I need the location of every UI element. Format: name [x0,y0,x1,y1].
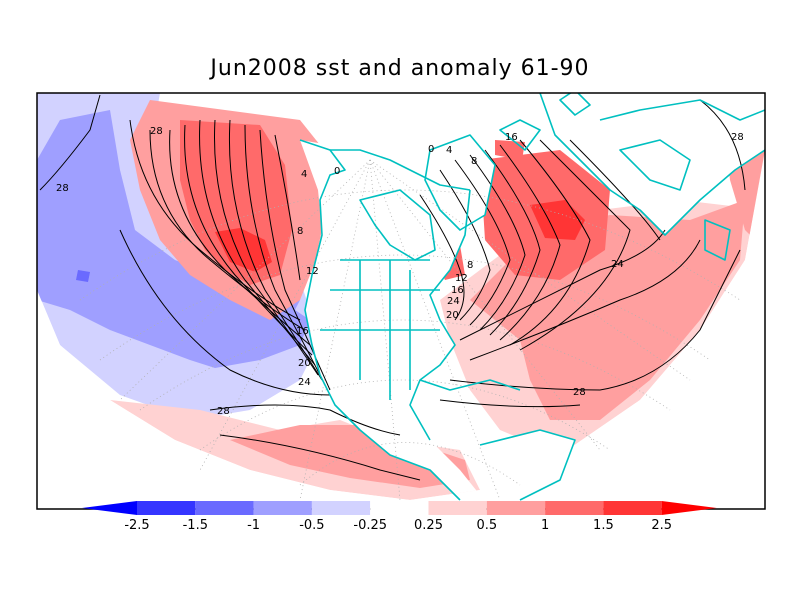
contour-label: 16 [505,132,518,143]
colorbar-box [603,501,662,515]
colorbar-box [370,501,429,515]
contour-label: 28 [150,126,163,137]
contour-label: 12 [306,266,319,277]
colorbar-box [428,501,487,515]
contour-label: 28 [731,132,744,143]
colorbar-box [311,501,371,515]
colorbar-box [137,501,196,515]
colorbar-tick-label: 1.5 [593,518,614,533]
colorbar-tick-label: -1.5 [183,518,208,533]
graticule [79,159,741,501]
colorbar-tick-label: 1 [541,518,549,533]
contour-label: 8 [471,156,477,167]
colorbar-tick-label: -2.5 [124,518,149,533]
contour-label: 20 [298,358,311,369]
colorbar-tick-label: -0.5 [299,518,324,533]
contour-label: 24 [611,259,624,270]
colorbar-tick-label: -1 [247,518,260,533]
colorbar-arrow-right [661,501,717,515]
contour-label: 8 [467,260,473,271]
contour-label: 16 [451,285,464,296]
colorbar-tick-label: 2.5 [651,518,672,533]
coastlines [299,93,765,501]
contour-label: 28 [217,406,230,417]
contour-label: 0 [334,166,340,177]
contour-label: 16 [296,326,309,337]
colorbar-box [545,501,604,515]
contour-label: 4 [446,145,452,156]
map-domain [37,93,765,500]
contour-labels: 28 28 24 20 16 12 8 4 0 16 8 4 0 24 28 2… [56,126,744,417]
colorbar-tick-label: 0.25 [414,518,443,533]
contour-label: 28 [573,387,586,398]
colorbar-box [486,501,546,515]
colorbar-tick-label: -0.25 [353,518,387,533]
anomaly-pacific-cold-core [76,270,90,282]
contour-label: 24 [298,377,311,388]
colorbar-box [253,501,312,515]
contour-label: 8 [297,226,303,237]
contour-label: 0 [428,144,434,155]
contour-label: 28 [56,183,69,194]
contour-label: 12 [455,273,468,284]
contour-label: 4 [301,169,307,180]
anomaly-ne-pacific-warm-core [215,228,272,272]
contour-label: 20 [446,310,459,321]
greenland-landmass [425,135,495,230]
colorbar: -2.5 -1.5 -1 -0.5 -0.25 0.25 0.5 1 1.5 2.5 [82,501,717,533]
colorbar-box [195,501,254,515]
contour-label: 24 [447,296,460,307]
colorbar-tick-label: 0.5 [476,518,497,533]
colorbar-arrow-left [82,501,137,515]
eurasia-landmass [540,93,765,235]
anomaly-subtropical-pacific-warm-mid [230,425,470,488]
map-title: Jun2008 sst and anomaly 61-90 [210,56,590,81]
